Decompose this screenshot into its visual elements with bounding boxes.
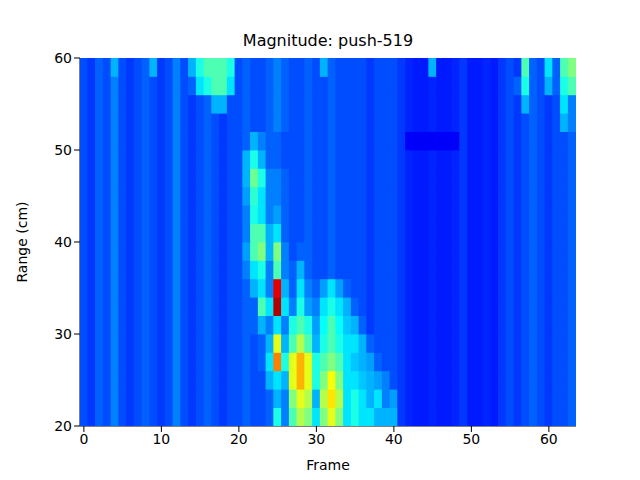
svg-text:30: 30 (54, 326, 72, 342)
svg-text:60: 60 (540, 431, 558, 447)
svg-text:40: 40 (54, 234, 72, 250)
svg-text:50: 50 (462, 431, 480, 447)
svg-text:50: 50 (54, 142, 72, 158)
svg-text:60: 60 (54, 50, 72, 66)
svg-text:0: 0 (79, 431, 88, 447)
svg-text:40: 40 (385, 431, 403, 447)
svg-text:20: 20 (54, 418, 72, 434)
svg-text:10: 10 (152, 431, 170, 447)
svg-text:Range (cm): Range (cm) (14, 201, 30, 282)
svg-text:20: 20 (230, 431, 248, 447)
svg-text:30: 30 (307, 431, 325, 447)
html-text:Magnitude: push-519: Magnitude: push-519 (242, 31, 414, 50)
svg-text:Frame: Frame (306, 457, 350, 473)
